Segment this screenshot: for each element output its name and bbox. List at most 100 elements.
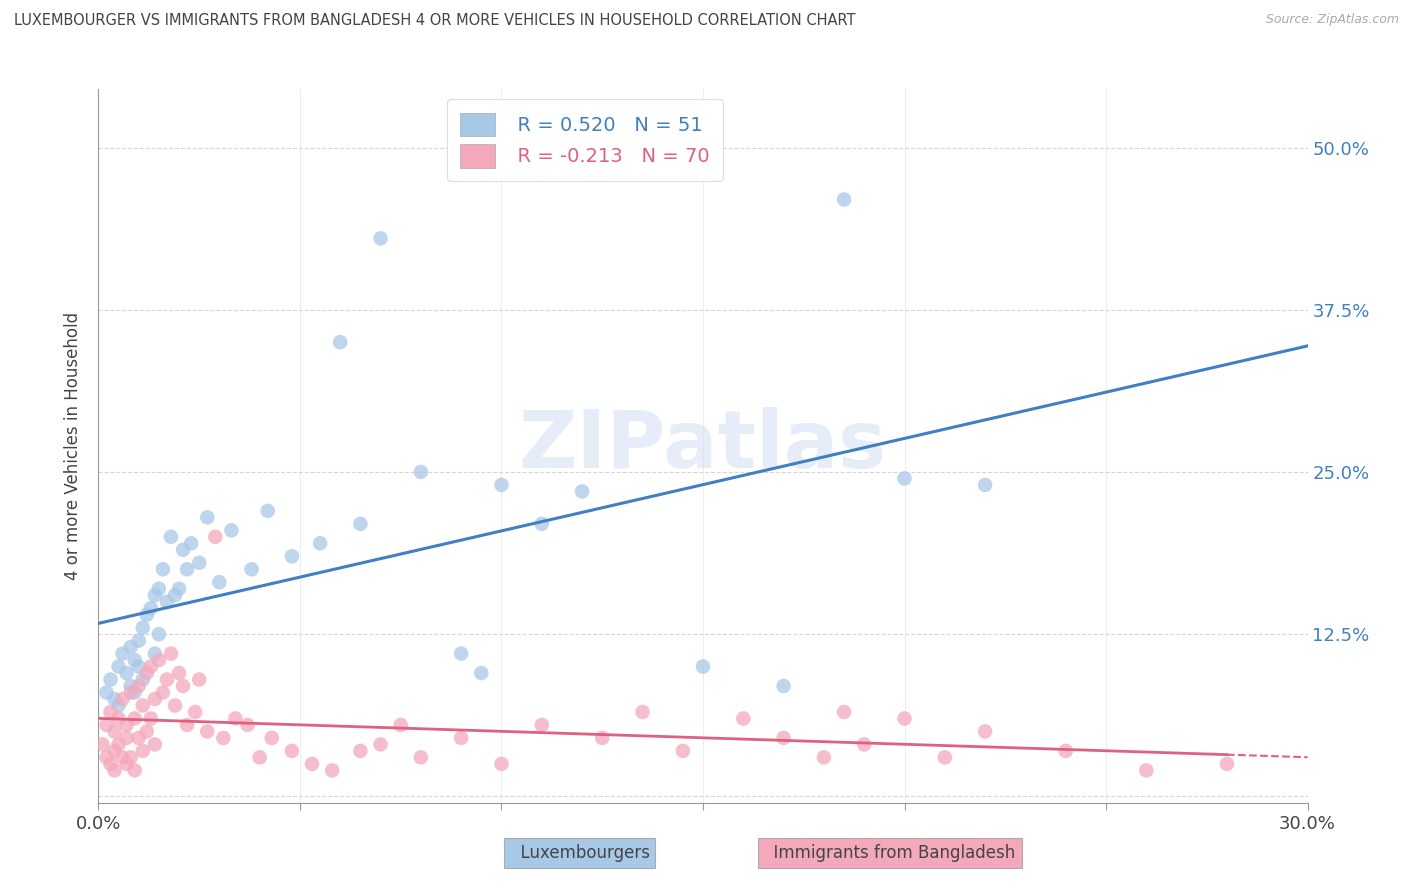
Point [135,607,157,622]
Point [96,685,118,699]
Point [124,685,146,699]
Y-axis label: 4 or more Vehicles in Household: 4 or more Vehicles in Household [65,312,83,580]
Point [853,738,876,752]
Point [120,679,142,693]
Point [934,750,956,764]
Point [256,504,278,518]
Point [143,588,166,602]
Point [409,465,432,479]
Point [128,633,150,648]
Point [120,685,142,699]
Point [103,692,125,706]
Point [224,711,246,725]
Point [100,756,122,771]
Point [349,516,371,531]
Point [530,718,553,732]
Point [733,711,755,725]
Point [135,724,157,739]
Point [188,556,211,570]
Point [530,516,553,531]
Point [152,685,174,699]
Text: Luxembourgers: Luxembourgers [509,844,650,862]
Point [111,750,134,764]
Point [301,756,323,771]
Point [156,595,179,609]
Point [1216,756,1239,771]
Point [813,750,835,764]
Text: Immigrants from Bangladesh: Immigrants from Bangladesh [763,844,1015,862]
Point [143,692,166,706]
Point [389,718,412,732]
Point [409,750,432,764]
Point [470,666,492,681]
Point [124,764,146,778]
Text: LUXEMBOURGER VS IMMIGRANTS FROM BANGLADESH 4 OR MORE VEHICLES IN HOUSEHOLD CORRE: LUXEMBOURGER VS IMMIGRANTS FROM BANGLADE… [14,13,856,29]
Point [893,471,915,485]
Point [115,666,138,681]
Point [152,562,174,576]
Point [370,738,392,752]
Point [1054,744,1077,758]
Point [184,705,207,719]
Point [143,738,166,752]
Point [100,673,122,687]
Point [115,731,138,745]
Point [249,750,271,764]
Point [160,530,183,544]
Point [221,524,243,538]
Point [281,744,304,758]
Point [148,627,170,641]
Point [128,659,150,673]
Point [260,731,283,745]
Point [772,731,794,745]
Point [139,711,162,725]
Point [103,744,125,758]
Point [591,731,613,745]
Point [176,562,198,576]
Point [172,679,194,693]
Point [450,731,472,745]
Point [120,750,142,764]
Point [156,673,179,687]
Point [370,231,392,245]
Legend:   R = 0.520   N = 51,   R = -0.213   N = 70: R = 0.520 N = 51, R = -0.213 N = 70 [447,99,723,181]
Point [571,484,593,499]
Point [143,647,166,661]
Point [236,718,259,732]
Point [163,588,186,602]
Point [132,621,155,635]
Point [321,764,343,778]
Point [167,582,190,596]
Point [329,335,352,350]
Point [124,711,146,725]
Point [172,542,194,557]
Point [772,679,794,693]
Point [195,510,218,524]
Point [107,659,129,673]
Point [124,653,146,667]
Point [148,582,170,596]
Point [132,698,155,713]
Point [180,536,202,550]
Point [132,744,155,758]
Point [91,738,114,752]
Point [281,549,304,564]
Point [107,738,129,752]
Point [132,673,155,687]
Point [128,731,150,745]
Point [148,653,170,667]
Point [176,718,198,732]
Point [115,756,138,771]
Text: Source: ZipAtlas.com: Source: ZipAtlas.com [1265,13,1399,27]
Point [631,705,654,719]
Point [103,724,125,739]
Point [100,705,122,719]
Point [96,750,118,764]
Point [672,744,695,758]
Point [111,692,134,706]
Point [120,640,142,654]
Point [208,575,231,590]
Point [212,731,235,745]
Point [195,724,218,739]
Point [139,601,162,615]
